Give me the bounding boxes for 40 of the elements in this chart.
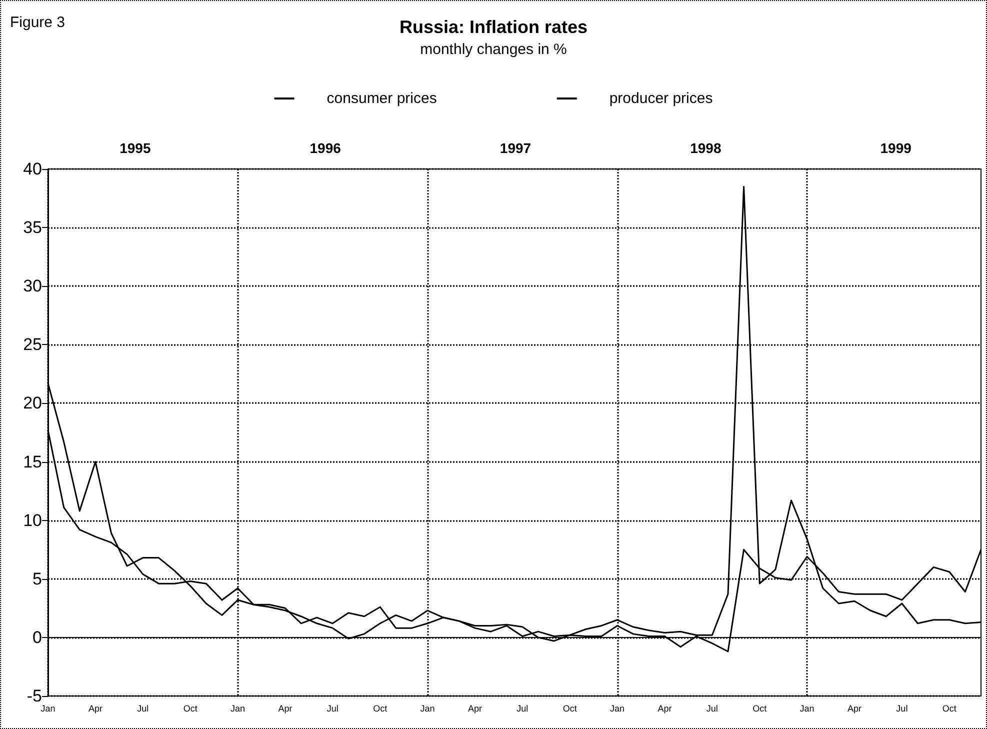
x-tick-label: Jan <box>40 704 56 714</box>
x-tick-label: Jul <box>706 704 718 714</box>
y-tick-label: 40 <box>23 160 42 178</box>
y-tick-label: 25 <box>23 335 42 354</box>
x-tick-label: Jan <box>800 704 814 714</box>
x-tick-label: Apr <box>468 704 482 714</box>
x-tick-label: Jul <box>516 704 528 714</box>
y-tick-label: 15 <box>23 452 42 472</box>
x-tick-label: Oct <box>752 704 768 714</box>
text: 1996 <box>310 140 342 156</box>
y-tick-label: 5 <box>32 569 42 588</box>
x-tick-label: Jan <box>610 704 625 714</box>
x-tick-label: Oct <box>562 704 578 714</box>
y-tick-label: 20 <box>23 394 42 413</box>
x-tick-label: Jul <box>326 704 338 714</box>
x-tick-label: Jul <box>896 704 908 714</box>
legend-label: producer prices <box>609 90 713 107</box>
y-tick-label: 10 <box>23 510 42 530</box>
x-tick-label: Oct <box>183 704 198 714</box>
x-tick-label: Apr <box>278 704 292 714</box>
chart-subtitle: monthly changes in % <box>420 41 567 58</box>
caption: Figure 3 <box>10 14 66 31</box>
text: 1995 <box>120 140 151 156</box>
y-tick-label: -5 <box>26 686 42 706</box>
legend-label: consumer prices <box>326 90 437 107</box>
y-tick-label: 35 <box>23 218 42 238</box>
x-tick-label: Jan <box>420 704 435 714</box>
x-tick-label: Apr <box>847 704 862 714</box>
text: 1998 <box>690 140 722 156</box>
text: 1997 <box>500 140 532 156</box>
chart-title: Russia: Inflation rates <box>399 17 588 37</box>
x-tick-label: Apr <box>88 704 102 714</box>
text: 1999 <box>880 140 912 156</box>
x-tick-label: Oct <box>942 704 957 714</box>
y-tick-label: 0 <box>32 628 42 647</box>
x-tick-label: Oct <box>373 704 388 714</box>
x-tick-label: Jul <box>137 704 149 714</box>
x-tick-label: Jan <box>230 704 246 714</box>
y-tick-label: 30 <box>23 276 42 296</box>
x-tick-label: Apr <box>658 704 672 714</box>
